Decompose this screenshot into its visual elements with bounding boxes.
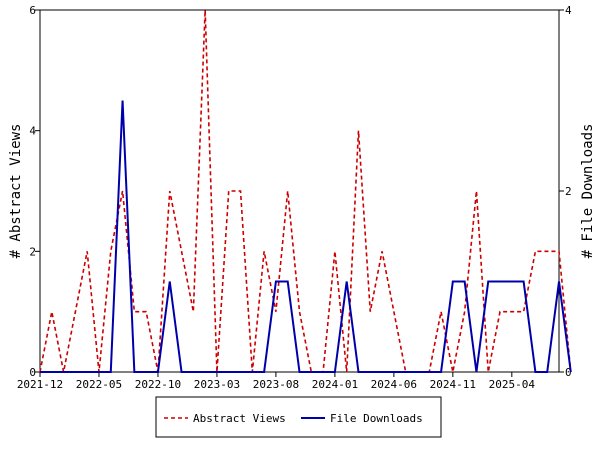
y-right-tick-label: 0 [565, 366, 572, 379]
x-tick-label: 2021-12 [17, 378, 63, 391]
y-left-tick-label: 6 [29, 4, 36, 17]
x-tick-label: 2022-10 [135, 378, 181, 391]
x-tick-label: 2024-01 [312, 378, 358, 391]
y-axis-right-label: # File Downloads [580, 124, 596, 259]
y-right-tick-label: 2 [565, 185, 572, 198]
y-left-tick-label: 2 [29, 245, 36, 258]
legend-label-abstract-views: Abstract Views [193, 412, 286, 425]
y-axis-left-label: # Abstract Views [8, 124, 24, 259]
series-line-file-downloads [40, 100, 572, 373]
x-tick-label: 2023-03 [194, 378, 240, 391]
legend-label-file-downloads: File Downloads [330, 412, 423, 425]
x-tick-label: 2024-11 [430, 378, 476, 391]
y-right-tick-label: 4 [565, 4, 572, 17]
legend-box [155, 396, 442, 438]
series-layer [39, 9, 572, 373]
y-left-tick-label: 4 [29, 125, 36, 138]
ticks-layer: 2021-12 2022-05 2022-10 2023-03 2023-08 2024-… [17, 4, 572, 391]
y-left-tick-label: 0 [29, 366, 36, 379]
x-tick-label: 2023-08 [253, 378, 299, 391]
x-tick-label: 2022-05 [76, 378, 122, 391]
x-tick-label: 2024-06 [371, 378, 417, 391]
x-tick-label: 2025-04 [489, 378, 536, 391]
legend: Abstract Views File Downloads [155, 396, 442, 438]
